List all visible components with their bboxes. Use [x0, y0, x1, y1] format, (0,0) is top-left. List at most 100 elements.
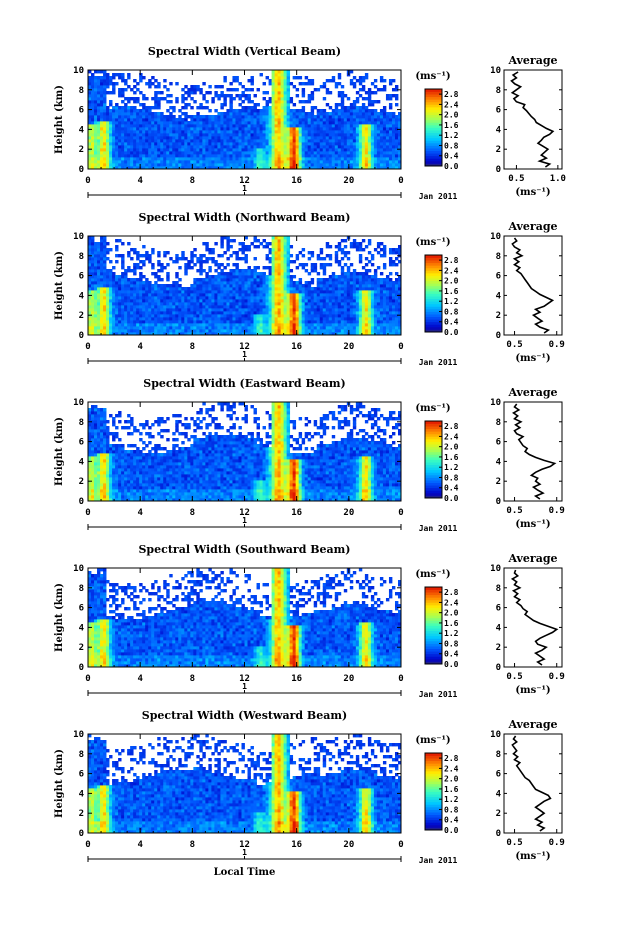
heatmap-cell — [361, 88, 366, 92]
heatmap-cell — [211, 163, 215, 167]
heatmap-cell — [322, 112, 327, 116]
heatmap-cell — [214, 118, 218, 122]
heatmap-cell — [193, 133, 197, 137]
heatmap-cell — [91, 157, 95, 161]
heatmap-cell — [298, 112, 303, 116]
heatmap-cell — [379, 76, 384, 80]
heatmap-cell — [256, 163, 260, 167]
heatmap-cell — [247, 148, 251, 152]
heatmap-cell — [325, 154, 330, 158]
heatmap-cell — [145, 145, 149, 149]
heatmap-cell — [175, 151, 179, 155]
heatmap-cell — [286, 130, 291, 134]
heatmap-cell — [277, 293, 282, 297]
heatmap-cell — [187, 133, 191, 137]
heatmap-cell — [253, 281, 257, 285]
heatmap-cell — [310, 133, 315, 137]
heatmap-cell — [88, 248, 92, 252]
heatmap-cell — [268, 142, 272, 146]
heatmap-cell — [154, 94, 158, 98]
heatmap-cell — [202, 127, 206, 131]
heatmap-cell — [250, 133, 254, 137]
heatmap-cell — [271, 136, 275, 140]
heatmap-cell — [121, 323, 125, 327]
heatmap-cell — [124, 115, 128, 119]
heatmap-cell — [160, 163, 164, 167]
heatmap-cell — [277, 109, 282, 113]
heatmap-cell — [310, 326, 315, 330]
heatmap-cell — [307, 323, 312, 327]
heatmap-cell — [214, 94, 218, 98]
heatmap-cell — [283, 320, 288, 324]
heatmap-cell — [139, 266, 143, 270]
heatmap-cell — [166, 326, 170, 330]
heatmap-cell — [127, 130, 131, 134]
heatmap-cell — [196, 133, 200, 137]
heatmap-cell — [91, 91, 95, 95]
heatmap-cell — [184, 112, 188, 116]
heatmap-cell — [103, 275, 107, 279]
heatmap-cell — [358, 320, 363, 324]
heatmap-cell — [256, 287, 260, 291]
heatmap-cell — [394, 97, 399, 101]
heatmap-cell — [193, 151, 197, 155]
heatmap-cell — [169, 290, 173, 294]
heatmap-cell — [310, 263, 315, 267]
heatmap-cell — [343, 160, 348, 164]
heatmap-cell — [205, 133, 209, 137]
heatmap-cell — [214, 314, 218, 318]
heatmap-cell — [346, 281, 351, 285]
heatmap-cell — [130, 136, 134, 140]
heatmap-cell — [142, 296, 146, 300]
heatmap-cell — [283, 130, 288, 134]
heatmap-cell — [151, 157, 155, 161]
heatmap-cell — [262, 166, 266, 170]
heatmap-cell — [295, 323, 300, 327]
heatmap-cell — [187, 115, 191, 119]
heatmap-cell — [265, 314, 269, 318]
heatmap-cell — [88, 106, 92, 110]
heatmap-cell — [208, 302, 212, 306]
heatmap-cell — [379, 139, 384, 143]
heatmap-cell — [214, 290, 218, 294]
heatmap-cell — [220, 314, 224, 318]
heatmap-cell — [265, 299, 269, 303]
chart-title: Spectral Width (Vertical Beam) — [148, 45, 341, 58]
heatmap-cell — [364, 139, 369, 143]
heatmap-cell — [91, 115, 95, 119]
heatmap-cell — [352, 320, 357, 324]
heatmap-cell — [361, 302, 366, 306]
heatmap-cell — [136, 251, 140, 255]
heatmap-cell — [334, 133, 339, 137]
heatmap-cells — [88, 236, 402, 336]
heatmap-cell — [322, 296, 327, 300]
heatmap-cell — [268, 257, 272, 261]
heatmap-cell — [319, 127, 324, 131]
heatmap-cell — [115, 106, 119, 110]
heatmap-cell — [151, 142, 155, 146]
heatmap-cell — [268, 112, 272, 116]
heatmap-cell — [370, 151, 375, 155]
heatmap-cell — [124, 299, 128, 303]
heatmap-cell — [97, 157, 101, 161]
heatmap-cell — [352, 106, 357, 110]
profile-frame — [503, 69, 563, 170]
heatmap-cell — [253, 94, 257, 98]
heatmap-cell — [340, 85, 345, 89]
heatmap-cell — [316, 163, 321, 167]
heatmap-cell — [253, 118, 257, 122]
heatmap-cell — [397, 127, 402, 131]
heatmap-cell — [238, 305, 242, 309]
heatmap-cell — [109, 142, 113, 146]
heatmap-cell — [253, 148, 257, 152]
heatmap-cell — [103, 160, 107, 164]
heatmap-cell — [196, 260, 200, 264]
heatmap-cell — [253, 275, 257, 279]
heatmap-cell — [364, 290, 369, 294]
heatmap-cell — [382, 79, 387, 83]
heatmap-cell — [319, 323, 324, 327]
heatmap-cell — [133, 100, 137, 104]
heatmap-cell — [229, 320, 233, 324]
heatmap-cell — [178, 148, 182, 152]
heatmap-cell — [199, 269, 203, 273]
